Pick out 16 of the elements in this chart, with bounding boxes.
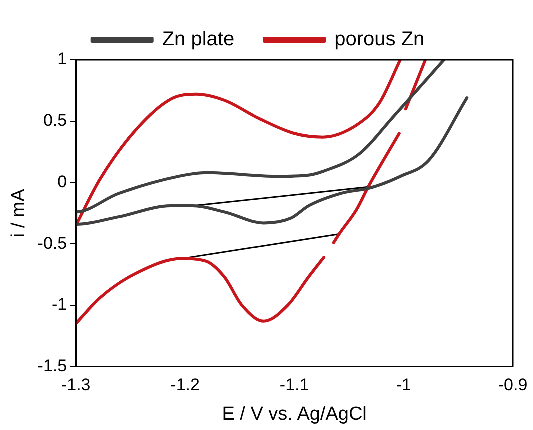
x-tick-label: -1.2 xyxy=(170,376,200,395)
y-tick-label: -0.5 xyxy=(38,234,68,253)
line-series xyxy=(76,60,469,226)
x-tick-label: -1.3 xyxy=(61,376,91,395)
legend-label: porous Zn xyxy=(334,28,425,51)
legend-label: Zn plate xyxy=(162,28,235,51)
x-tick-label: -1.1 xyxy=(280,376,310,395)
y-tick-label: 1 xyxy=(58,50,68,69)
y-tick-label: -1 xyxy=(52,295,68,314)
x-tick-label: -1 xyxy=(396,376,412,395)
x-tick-label: -0.9 xyxy=(498,376,528,395)
y-axis-title: i / mA xyxy=(8,188,30,238)
y-tick-label: 0.5 xyxy=(43,111,68,130)
x-axis-title: E / V vs. Ag/AgCl xyxy=(222,404,367,425)
y-tick-label: -1.5 xyxy=(38,356,68,376)
y-tick-label: 0 xyxy=(58,172,68,192)
